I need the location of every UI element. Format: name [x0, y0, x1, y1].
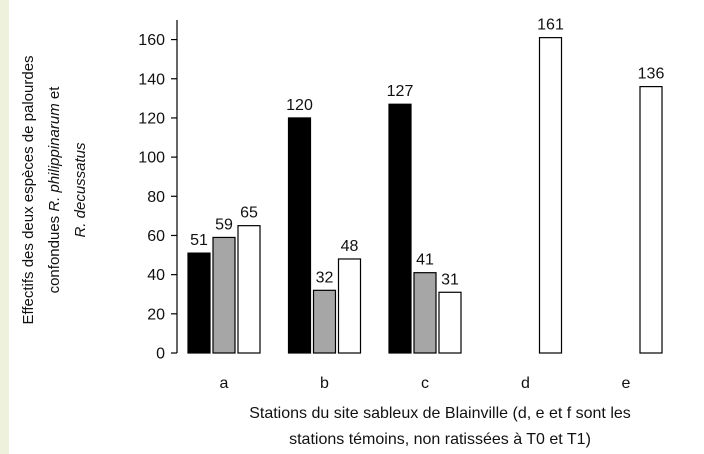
data-label-a-series-2: 59	[215, 216, 233, 233]
x-tick-label-c: c	[421, 375, 429, 392]
y-tick-label: 60	[147, 228, 165, 245]
bar-a-series-2	[212, 236, 236, 354]
x-axis-title-line-1: Stations du site sableux de Blainville (…	[249, 405, 631, 422]
y-tick-label: 20	[147, 306, 165, 323]
data-label-c-series-2: 41	[416, 252, 434, 269]
bar-c-series-2	[413, 272, 437, 354]
data-label-e-series-3: 136	[638, 66, 665, 83]
y-ticks: 0 20 40 60 80 100 120 140 160	[138, 32, 177, 363]
y-axis-title-line-2: confondues R. philippinarum et	[46, 86, 63, 294]
y-axis-title-line-1: Effectifs des deux espèces de palourdes	[20, 55, 37, 324]
data-label-b-series-2: 32	[316, 269, 334, 286]
bar-b-series-1	[287, 117, 312, 354]
y-axis-title-line-3: R. decussatus	[72, 142, 89, 238]
x-axis-title-line-2: stations témoins, non ratissées à T0 et …	[289, 431, 591, 448]
bar-a-series-3	[237, 225, 261, 354]
x-tick-label-a: a	[220, 375, 229, 392]
bars	[187, 37, 663, 354]
y-tick-label: 80	[147, 189, 165, 206]
bar-d-series-3	[538, 37, 563, 354]
data-label-b-series-1: 120	[286, 97, 313, 114]
y-tick-label: 140	[138, 71, 165, 88]
bar-c-series-3	[438, 291, 462, 354]
y-tick-label: 160	[138, 32, 165, 49]
bar-e-series-3	[639, 85, 663, 354]
data-label-a-series-1: 51	[190, 232, 208, 249]
y-tick-label: 120	[138, 110, 165, 127]
bar-a-series-1	[187, 252, 211, 354]
bar-b-series-2	[312, 289, 337, 354]
data-label-c-series-1: 127	[387, 83, 414, 100]
y-tick-label: 100	[138, 150, 165, 167]
y-tick-label: 0	[156, 346, 165, 363]
bar-c-series-1	[388, 103, 412, 354]
x-tick-label-e: e	[622, 375, 631, 392]
data-label-d-series-3: 161	[537, 17, 564, 34]
left-edge-strip	[0, 0, 9, 454]
x-tick-labels: abcdef	[220, 375, 631, 392]
y-axis-title: Effectifs des deux espèces de palourdes c…	[20, 55, 89, 324]
data-labels: 5159651203248127413116113656	[190, 17, 665, 289]
bar-b-series-3	[337, 258, 362, 354]
data-label-a-series-3: 65	[240, 205, 258, 222]
x-axis-title: Stations du site sableux de Blainville (…	[249, 405, 631, 448]
data-label-c-series-3: 31	[441, 271, 459, 288]
data-label-b-series-3: 48	[341, 238, 359, 255]
x-tick-label-b: b	[320, 375, 329, 392]
y-tick-label: 40	[147, 267, 165, 284]
x-tick-label-d: d	[521, 375, 530, 392]
